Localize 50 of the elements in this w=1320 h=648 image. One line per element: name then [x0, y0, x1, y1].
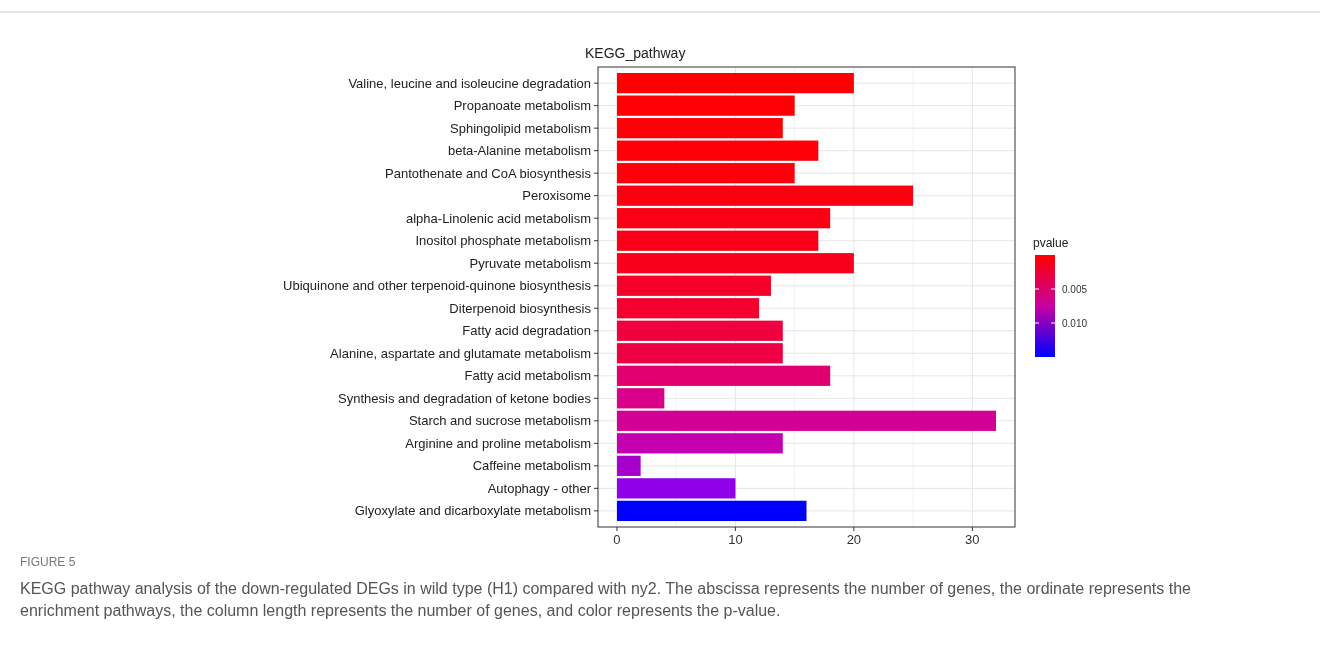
y-tick-label: Valine, leucine and isoleucine degradation [348, 75, 591, 91]
bar [616, 320, 783, 341]
x-tick-label: 0 [613, 532, 621, 547]
bar [616, 73, 854, 94]
y-tick-label: Pyruvate metabolism [469, 255, 591, 271]
bar [616, 275, 771, 296]
bar [616, 455, 641, 476]
text: KEGG pathway analysis of the down-regulated DEGs in wild type (H1) compared with ny2. The abscissa represents the number of genes, the ordinate represents the enrichment pathways, the column length represents the number of genes, and color represents the p-value. [20, 580, 1192, 619]
y-tick-label: Propanoate metabolism [453, 98, 591, 114]
y-tick-label: Caffeine metabolism [472, 458, 591, 474]
bar [616, 343, 783, 364]
y-tick-label: Autophagy - other [487, 480, 592, 496]
bar [616, 163, 795, 184]
bar [616, 253, 854, 274]
color-bar-label: 0.010 [1062, 317, 1088, 329]
bar [616, 298, 760, 319]
caption: FIGURE 5 [20, 555, 76, 569]
bar [616, 365, 831, 386]
y-tick-label: Fatty acid metabolism [464, 368, 591, 384]
bar [616, 478, 736, 499]
x-tick-label: 10 [728, 532, 743, 547]
bar [616, 140, 819, 161]
bar [616, 208, 831, 229]
y-tick-label: Pantothenate and CoA biosynthesis [385, 165, 592, 181]
bar [616, 118, 783, 139]
bar [616, 410, 997, 431]
x-tick-label: 20 [846, 532, 862, 547]
bar [616, 185, 914, 206]
y-tick-label: alpha-Linolenic acid metabolism [406, 210, 591, 226]
y-tick-label: Glyoxylate and dicarboxylate metabolism [354, 503, 591, 519]
y-tick-label: Alanine, aspartate and glutamate metabolism [330, 345, 591, 361]
bar [616, 230, 819, 251]
y-tick-label: beta-Alanine metabolism [447, 143, 591, 159]
y-tick-label: Sphingolipid metabolism [450, 120, 591, 136]
y-tick-label: Starch and sucrose metabolism [408, 413, 591, 429]
y-tick-label: Diterpenoid biosynthesis [449, 300, 592, 316]
bar [616, 433, 783, 454]
y-tick-label: Fatty acid degradation [462, 323, 591, 339]
y-tick-label: Ubiquinone and other terpenoid-quinone biosynthesis [283, 278, 592, 294]
bar [616, 500, 807, 521]
bar [616, 388, 665, 409]
y-tick-label: Peroxisome [522, 188, 591, 204]
color-bar-label: 0.005 [1062, 283, 1088, 295]
y-tick-label: Inositol phosphate metabolism [415, 233, 591, 249]
y-tick-label: Synthesis and degradation of ketone bodies [338, 390, 592, 406]
y-tick-label: Arginine and proline metabolism [405, 435, 591, 451]
x-tick-label: 30 [965, 532, 980, 547]
color-bar-title: pvalue [1033, 236, 1069, 250]
chart-title: KEGG_pathway [585, 45, 686, 61]
bar [616, 95, 795, 116]
